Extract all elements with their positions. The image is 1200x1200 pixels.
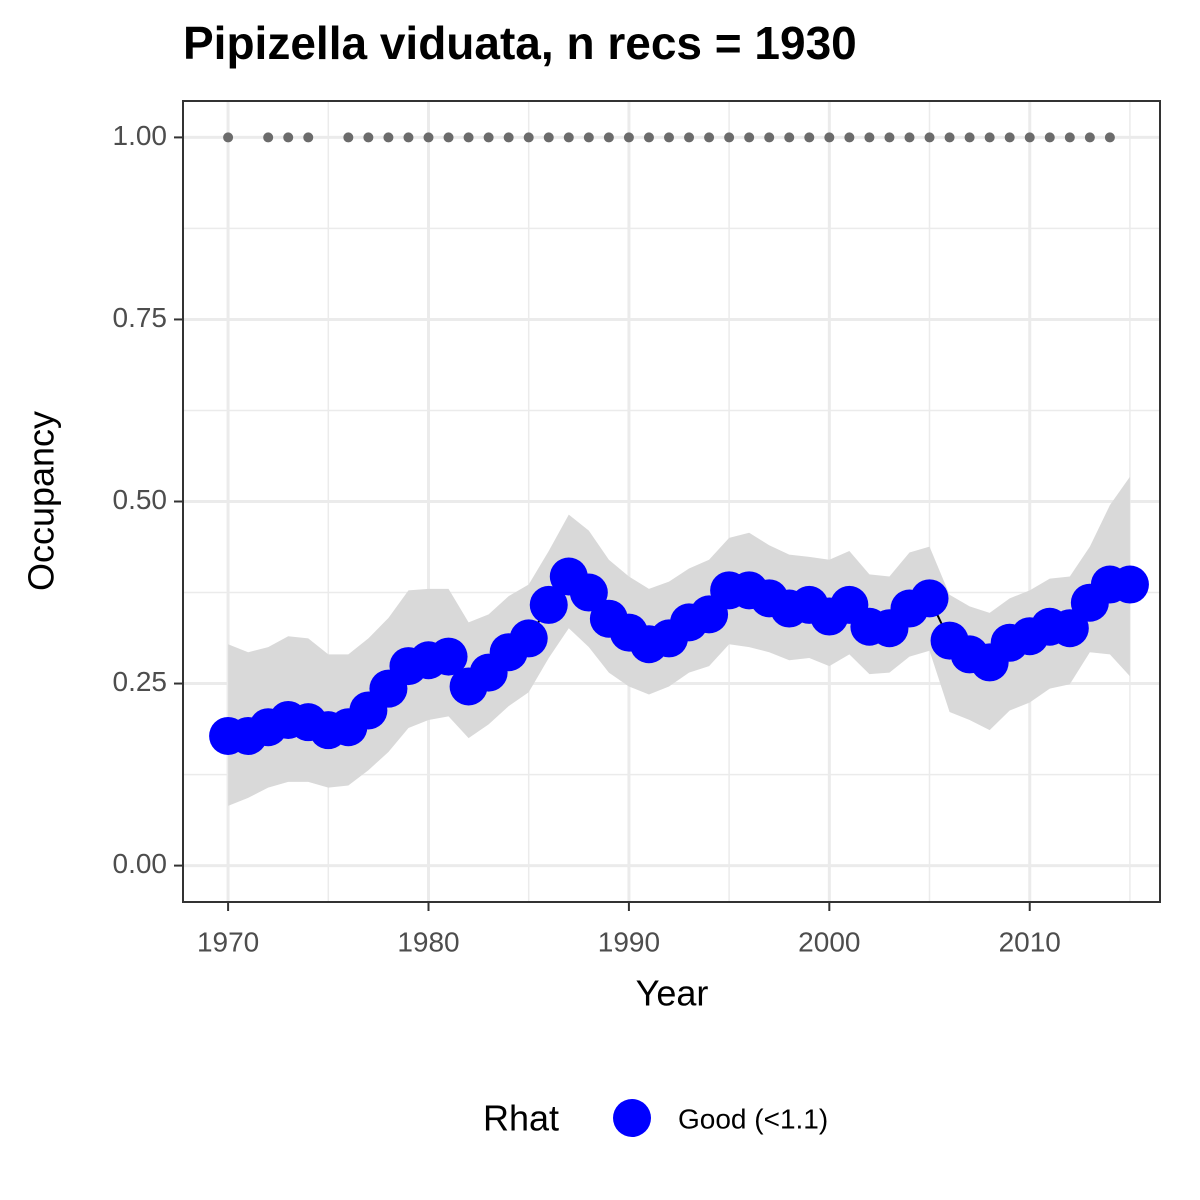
x-axis-title: Year (636, 973, 709, 1014)
record-point (844, 132, 855, 143)
record-point (1064, 132, 1075, 143)
record-point (503, 132, 514, 143)
record-point (1084, 132, 1095, 143)
x-tick-label: 1980 (397, 926, 459, 957)
occupancy-point (1110, 565, 1149, 604)
record-point (744, 132, 755, 143)
record-point (663, 132, 674, 143)
occupancy-point (509, 619, 548, 658)
record-point (563, 132, 574, 143)
record-point (1104, 132, 1115, 143)
record-point (704, 132, 715, 143)
x-tick-label: 2000 (798, 926, 860, 957)
record-point (443, 132, 454, 143)
y-tick-label: 0.00 (113, 848, 168, 879)
y-tick-label: 0.75 (113, 302, 168, 333)
record-point (523, 132, 534, 143)
record-point (864, 132, 875, 143)
record-point (223, 132, 234, 143)
record-point (984, 132, 995, 143)
occupancy-point (429, 637, 468, 676)
record-point (463, 132, 474, 143)
record-point (363, 132, 374, 143)
x-tick-label: 2010 (999, 926, 1061, 957)
record-point (583, 132, 594, 143)
record-point (603, 132, 614, 143)
record-point (1044, 132, 1055, 143)
plot-border (182, 100, 1161, 903)
record-point (904, 132, 915, 143)
record-point (303, 132, 314, 143)
record-point (643, 132, 654, 143)
record-point (764, 132, 775, 143)
y-tick-label: 1.00 (113, 120, 168, 151)
record-point (924, 132, 935, 143)
record-point (724, 132, 735, 143)
occupancy-point (569, 573, 608, 612)
chart-title: Pipizella viduata, n recs = 1930 (183, 17, 857, 69)
record-point (684, 132, 695, 143)
y-tick-label: 0.25 (113, 666, 168, 697)
y-tick-label: 0.50 (113, 484, 168, 515)
record-point (824, 132, 835, 143)
record-point (483, 132, 494, 143)
record-point (283, 132, 294, 143)
occupancy-point (1050, 609, 1089, 648)
record-point (423, 132, 434, 143)
x-tick-label: 1970 (197, 926, 259, 957)
y-axis-title: Occupancy (21, 411, 62, 591)
record-point (1024, 132, 1035, 143)
record-point (784, 132, 795, 143)
legend-title: Rhat (483, 1098, 559, 1139)
x-tick-label: 1990 (598, 926, 660, 957)
occupancy-point (529, 585, 568, 624)
record-point (383, 132, 394, 143)
record-point (403, 132, 414, 143)
record-point (944, 132, 955, 143)
record-point (343, 132, 354, 143)
legend-key (613, 1099, 651, 1137)
record-point (263, 132, 274, 143)
record-point (1004, 132, 1015, 143)
record-point (804, 132, 815, 143)
record-point (543, 132, 554, 143)
occupancy-point (910, 579, 949, 618)
legend-label: Good (<1.1) (678, 1103, 828, 1134)
record-point (623, 132, 634, 143)
record-point (884, 132, 895, 143)
record-point (964, 132, 975, 143)
